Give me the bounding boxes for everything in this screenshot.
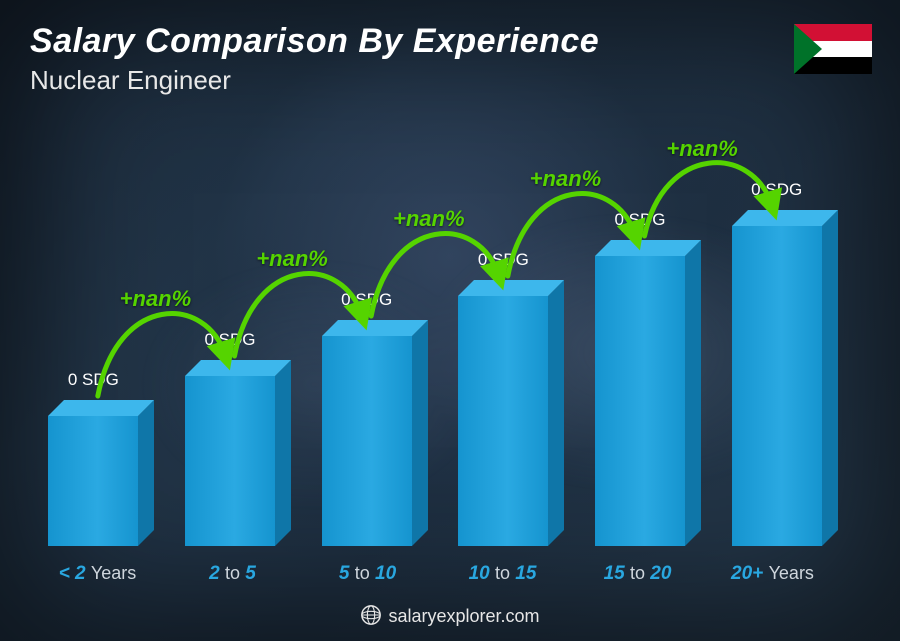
chart-title: Salary Comparison By Experience xyxy=(30,22,599,61)
chart-subtitle: Nuclear Engineer xyxy=(30,65,599,96)
globe-icon xyxy=(360,604,382,626)
delta-arc xyxy=(30,130,840,546)
delta-label: +nan% xyxy=(666,136,738,162)
chart-area: 0 SDG0 SDG0 SDG0 SDG0 SDG0 SDG +nan%+nan… xyxy=(30,130,840,546)
x-axis: < 2 Years2 to 55 to 1010 to 1515 to 2020… xyxy=(30,563,840,585)
x-tick: 20+ Years xyxy=(705,563,840,585)
footer-text: salaryexplorer.com xyxy=(388,606,539,626)
x-tick: 10 to 15 xyxy=(435,563,570,585)
chart-container: Salary Comparison By Experience Nuclear … xyxy=(0,0,900,641)
country-flag-sudan xyxy=(794,24,872,74)
arcs-layer: +nan%+nan%+nan%+nan%+nan% xyxy=(30,130,840,546)
x-tick: 5 to 10 xyxy=(300,563,435,585)
x-tick: 2 to 5 xyxy=(165,563,300,585)
flag-triangle xyxy=(794,24,872,74)
title-block: Salary Comparison By Experience Nuclear … xyxy=(30,22,599,96)
x-tick: 15 to 20 xyxy=(570,563,705,585)
footer: salaryexplorer.com xyxy=(0,604,900,627)
x-tick: < 2 Years xyxy=(30,563,165,585)
